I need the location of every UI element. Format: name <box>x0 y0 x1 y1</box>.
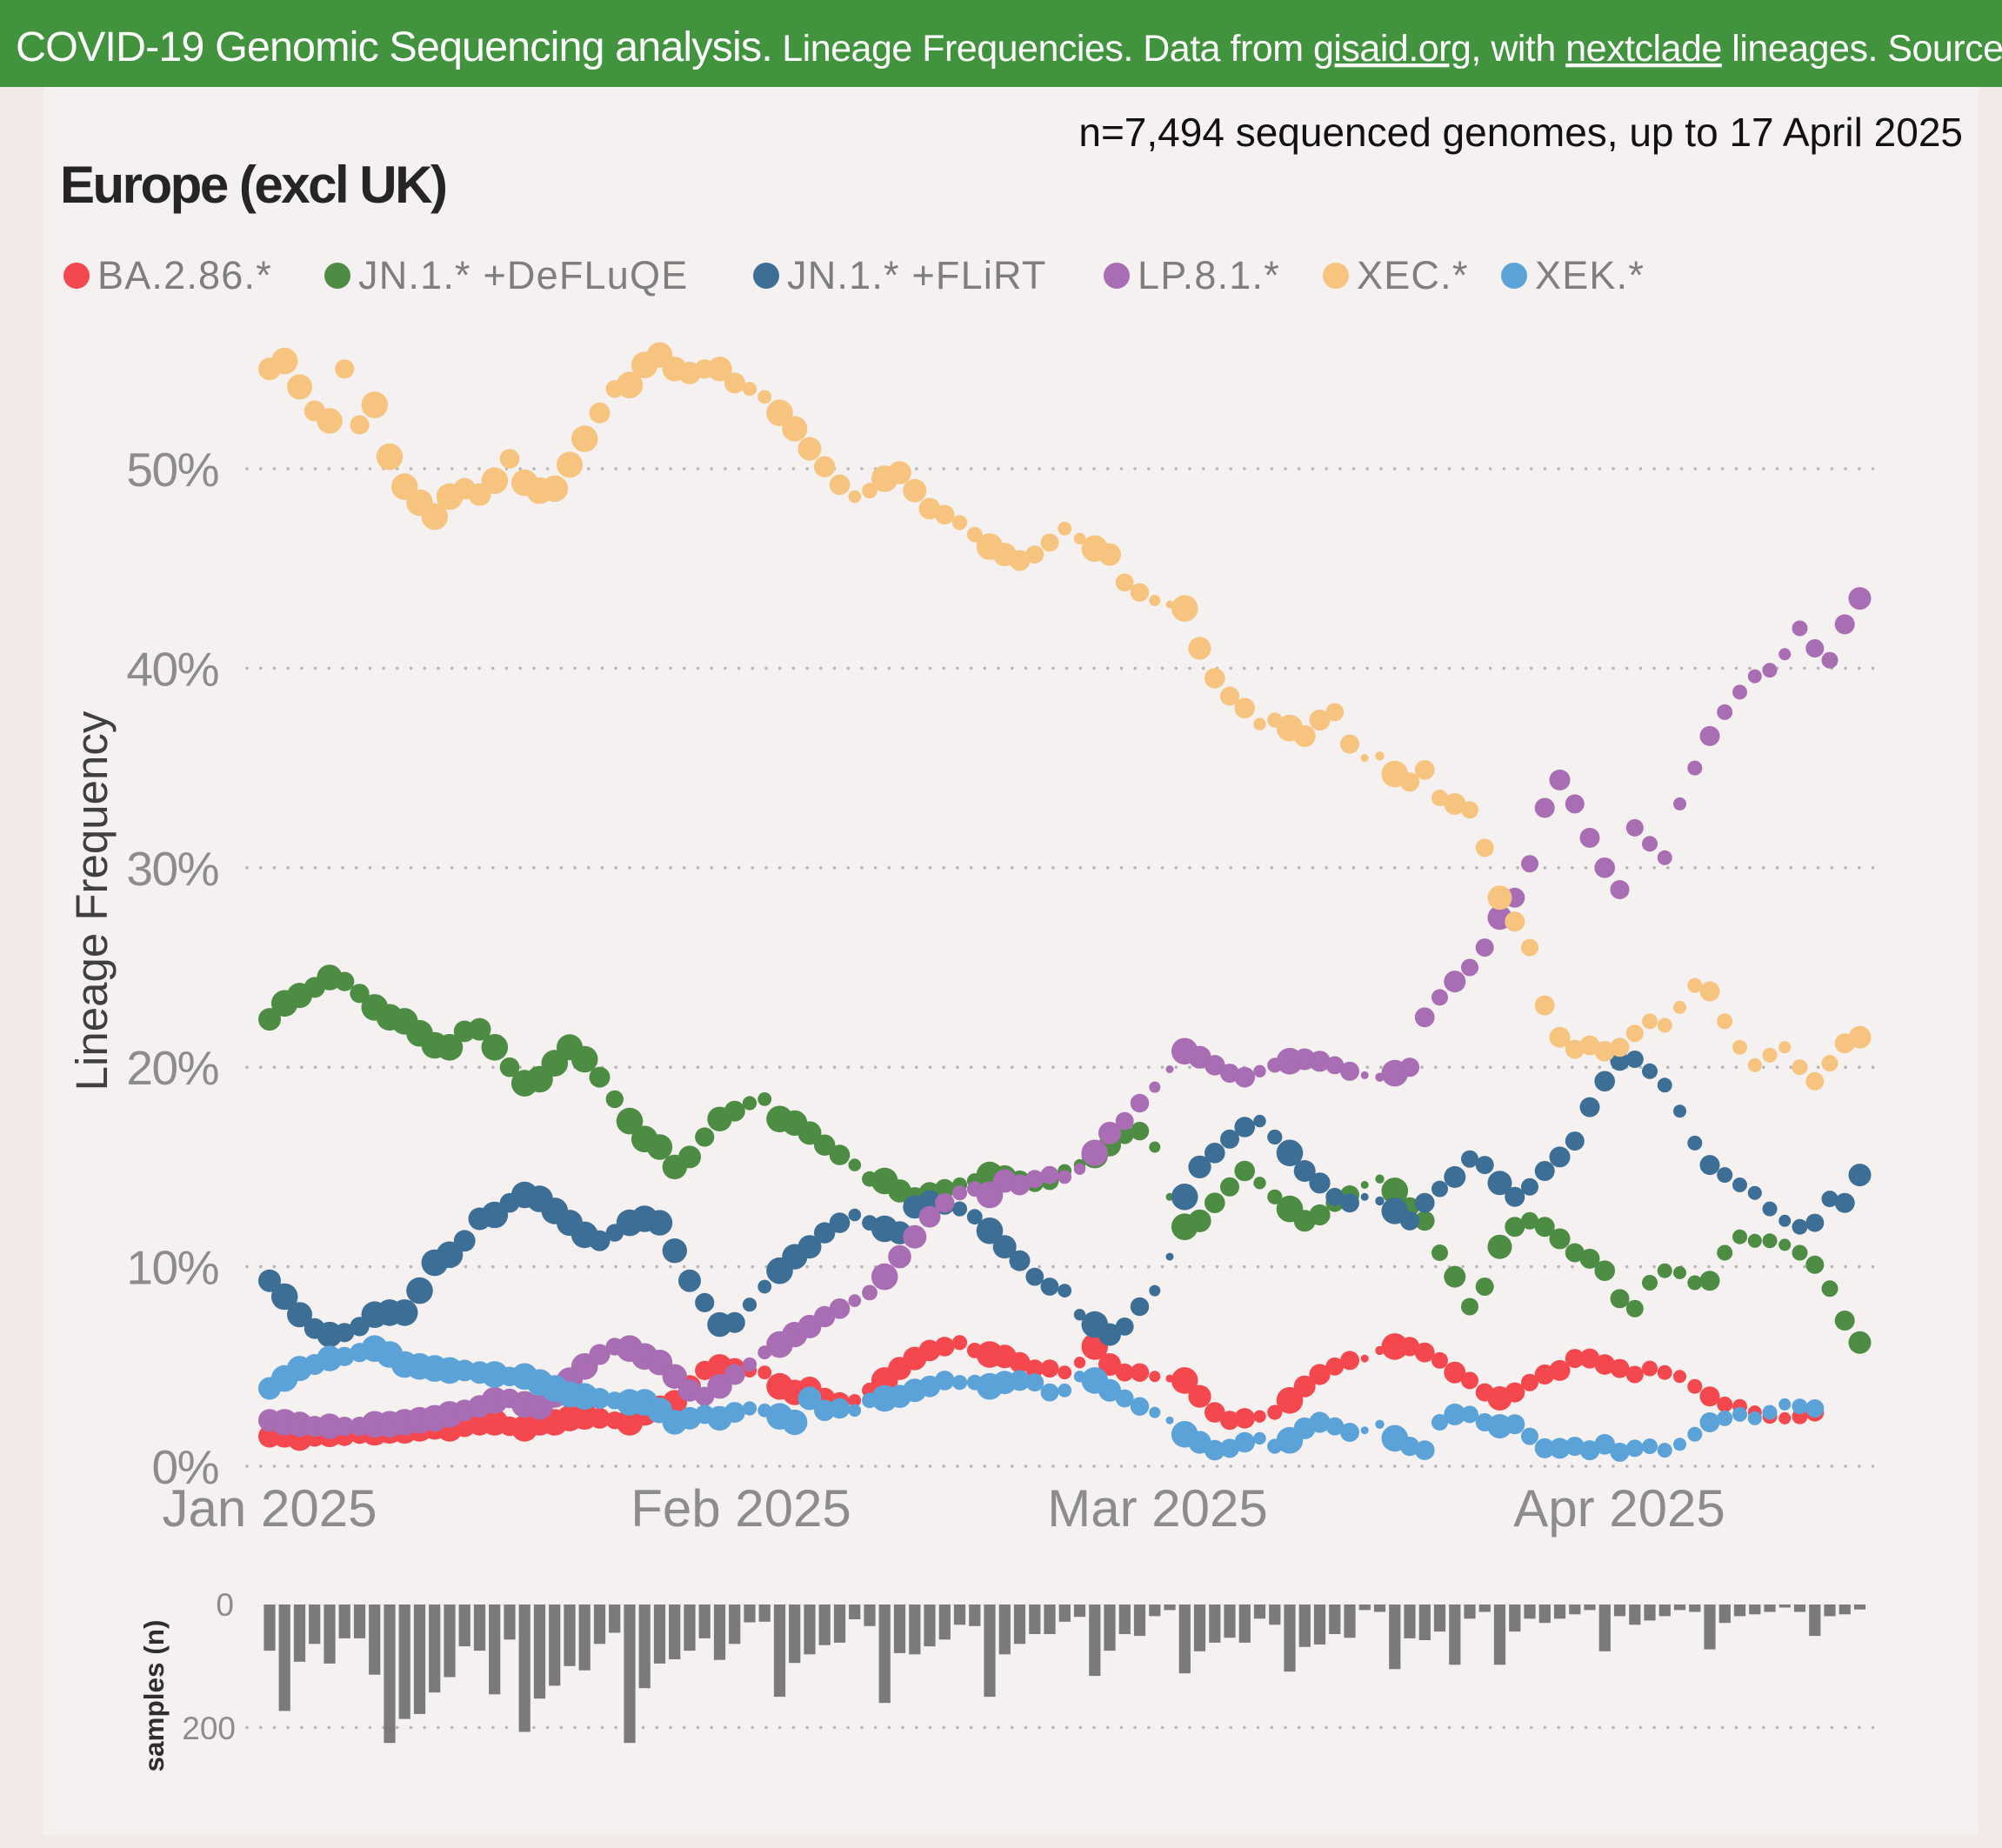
svg-text:0%: 0% <box>152 1440 219 1494</box>
svg-text:10%: 10% <box>126 1241 218 1295</box>
svg-text:XEK.*: XEK.* <box>1535 253 1645 297</box>
svg-text:Mar 2025: Mar 2025 <box>1047 1479 1267 1538</box>
svg-text:40%: 40% <box>126 642 218 696</box>
svg-text:0: 0 <box>216 1587 234 1623</box>
svg-text:30%: 30% <box>126 842 218 896</box>
svg-text:Jan 2025: Jan 2025 <box>163 1479 377 1538</box>
svg-text:Europe (excl UK): Europe (excl UK) <box>60 156 445 214</box>
svg-text:JN.1.* +DeFLuQE: JN.1.* +DeFLuQE <box>358 253 688 297</box>
svg-text:BA.2.86.*: BA.2.86.* <box>97 253 272 297</box>
svg-text:50%: 50% <box>126 443 218 497</box>
svg-text:Apr 2025: Apr 2025 <box>1513 1479 1725 1538</box>
svg-text:200: 200 <box>182 1711 236 1746</box>
svg-text:LP.8.1.*: LP.8.1.* <box>1138 253 1280 297</box>
svg-text:XEC.*: XEC.* <box>1357 253 1469 297</box>
svg-text:n=7,494 sequenced genomes, up: n=7,494 sequenced genomes, up to 17 Apri… <box>1078 110 1963 155</box>
svg-text:JN.1.* +FLiRT: JN.1.* +FLiRT <box>787 253 1047 297</box>
svg-text:Lineage Frequency: Lineage Frequency <box>67 711 117 1091</box>
svg-text:COVID-19 Genomic Sequencing an: COVID-19 Genomic Sequencing analysis. Li… <box>16 23 2002 70</box>
svg-text:Feb 2025: Feb 2025 <box>631 1479 851 1538</box>
svg-text:20%: 20% <box>126 1041 218 1095</box>
svg-text:samples (n): samples (n) <box>138 1619 170 1771</box>
